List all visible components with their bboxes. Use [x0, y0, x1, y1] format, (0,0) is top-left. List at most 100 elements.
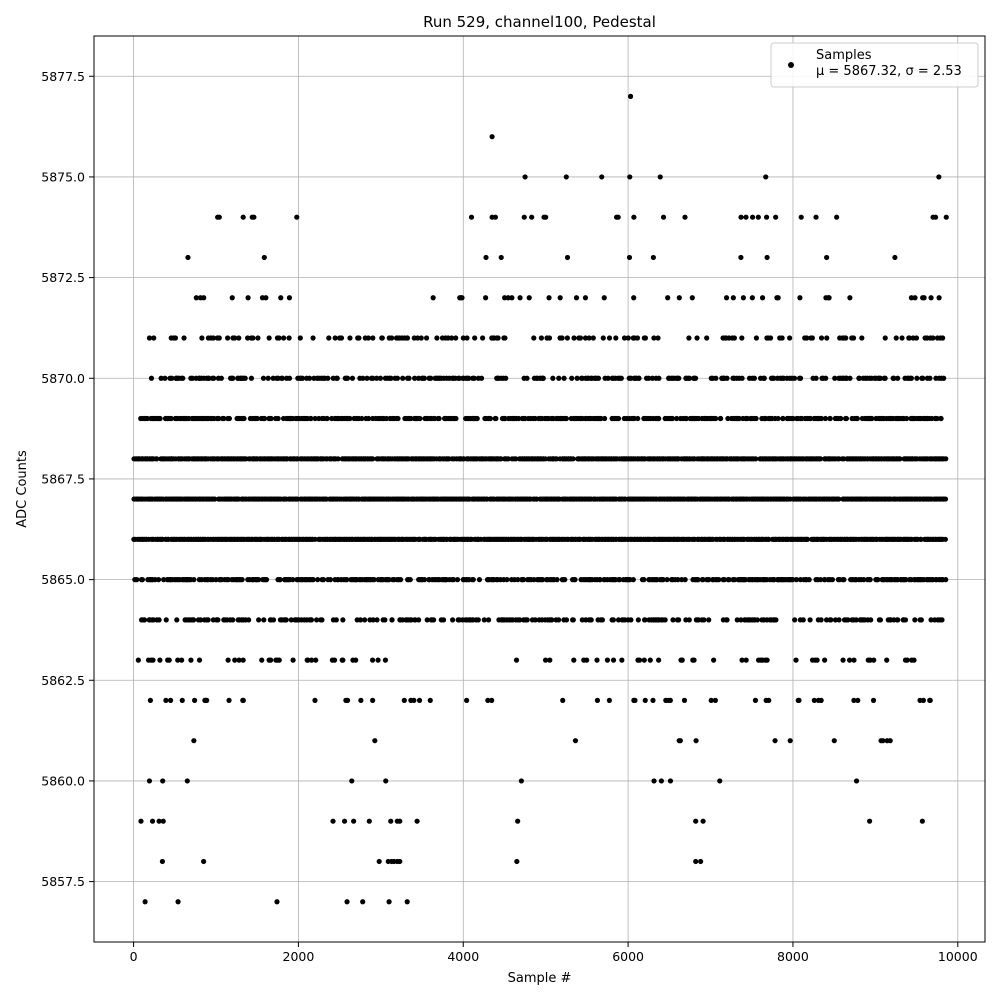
data-point — [826, 295, 832, 301]
legend-label-stats: μ = 5867.32, σ = 2.53 — [816, 64, 962, 79]
data-point — [717, 778, 723, 784]
data-point — [753, 335, 760, 341]
data-point — [330, 818, 336, 824]
data-point — [725, 415, 731, 422]
data-point — [492, 214, 498, 220]
data-point — [634, 335, 641, 341]
data-point — [211, 375, 217, 381]
data-point — [790, 577, 796, 583]
y-tick-label: 5857.5 — [41, 874, 85, 889]
data-point — [939, 617, 945, 623]
data-point — [495, 335, 501, 341]
data-point — [625, 335, 631, 341]
data-point — [790, 415, 796, 422]
data-point — [372, 738, 378, 744]
data-point — [308, 617, 314, 623]
data-point — [374, 617, 380, 623]
data-point — [775, 295, 781, 301]
data-point — [407, 577, 413, 583]
data-point — [149, 818, 156, 824]
data-point — [651, 778, 657, 784]
data-point — [415, 335, 421, 341]
data-point — [700, 577, 706, 583]
data-point — [908, 375, 914, 381]
data-point — [610, 657, 617, 663]
data-point — [549, 617, 555, 623]
data-point — [577, 335, 584, 341]
data-point — [913, 335, 920, 341]
data-point — [753, 456, 759, 462]
data-point — [262, 415, 268, 422]
data-point — [621, 335, 628, 341]
data-point — [574, 375, 580, 381]
data-point — [161, 577, 167, 583]
data-point — [151, 335, 157, 341]
data-point — [667, 778, 674, 784]
data-point — [524, 375, 530, 381]
data-point — [357, 617, 364, 623]
data-point — [263, 295, 269, 301]
data-point — [404, 899, 410, 905]
data-point — [411, 697, 417, 704]
data-point — [721, 577, 727, 583]
data-point — [853, 617, 859, 623]
y-tick-label: 5877.5 — [41, 69, 85, 84]
data-point — [453, 415, 459, 422]
data-point — [157, 415, 163, 422]
data-point — [471, 375, 477, 381]
data-point — [564, 254, 571, 261]
data-point — [775, 415, 781, 422]
data-point — [605, 375, 611, 381]
data-point — [853, 778, 860, 784]
data-point — [141, 617, 148, 623]
data-point — [627, 93, 634, 99]
data-point — [313, 657, 319, 663]
data-point — [606, 697, 612, 704]
data-point — [824, 254, 830, 261]
data-point — [599, 174, 605, 180]
data-point — [543, 214, 549, 220]
data-point — [595, 375, 602, 381]
data-point — [459, 295, 465, 301]
data-point — [397, 818, 403, 824]
data-point — [713, 415, 719, 422]
data-point — [787, 738, 793, 744]
data-point — [670, 617, 676, 623]
data-point — [899, 335, 905, 341]
data-point — [822, 415, 829, 422]
data-point — [299, 375, 306, 381]
data-point — [930, 335, 936, 341]
data-point — [275, 415, 281, 422]
data-point — [481, 617, 487, 623]
data-point — [480, 335, 486, 341]
data-point — [594, 657, 600, 663]
data-point — [250, 335, 256, 341]
data-point — [498, 456, 504, 462]
data-point — [650, 254, 656, 261]
data-point — [454, 577, 461, 583]
data-point — [641, 577, 647, 583]
data-point — [515, 577, 521, 583]
data-point — [836, 617, 842, 623]
data-point — [489, 697, 495, 704]
data-point — [590, 335, 596, 341]
data-point — [353, 657, 359, 663]
data-point — [884, 657, 890, 663]
data-point — [230, 375, 236, 381]
data-point — [832, 375, 838, 381]
data-point — [686, 617, 692, 623]
data-point — [276, 657, 282, 663]
data-point — [683, 415, 690, 422]
data-point — [191, 617, 197, 623]
data-point — [838, 415, 844, 422]
data-point — [168, 697, 174, 704]
data-point — [920, 375, 926, 381]
data-point — [370, 375, 376, 381]
data-point — [686, 375, 693, 381]
data-point — [416, 697, 423, 704]
data-point — [406, 375, 412, 381]
data-point — [205, 617, 211, 623]
data-point — [146, 778, 153, 784]
data-point — [290, 657, 296, 663]
data-point — [681, 697, 688, 704]
